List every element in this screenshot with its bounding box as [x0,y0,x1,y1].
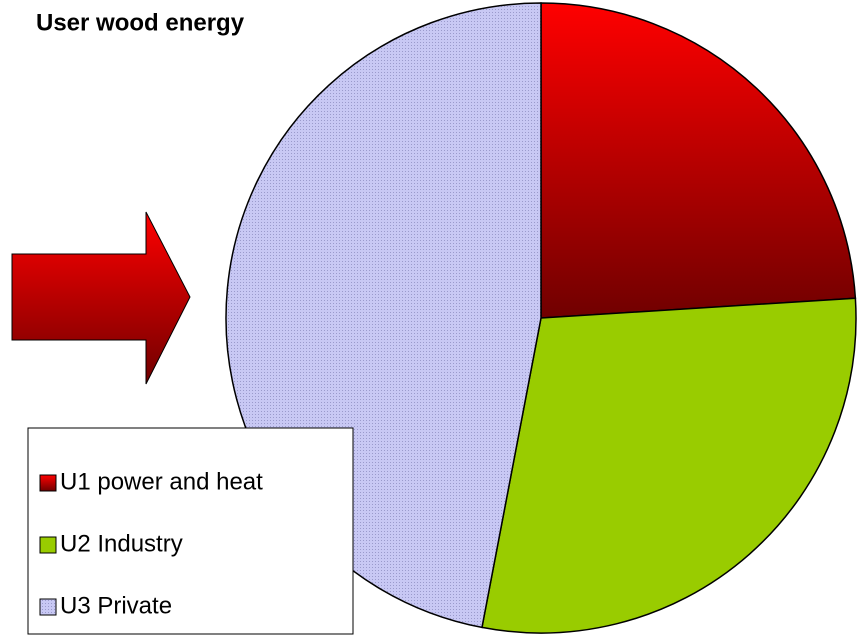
pie-slice [540,2,857,319]
arrow [11,211,191,385]
chart-title: User wood energy [36,9,245,36]
pie-slice [481,297,857,634]
legend-swatch [39,474,57,492]
legend-label: U2 Industry [60,530,183,557]
legend-swatch [39,598,57,616]
legend-swatch [39,536,57,554]
legend-box [27,427,354,635]
legend-label: U1 power and heat [60,468,263,495]
legend-label: U3 Private [60,592,172,619]
